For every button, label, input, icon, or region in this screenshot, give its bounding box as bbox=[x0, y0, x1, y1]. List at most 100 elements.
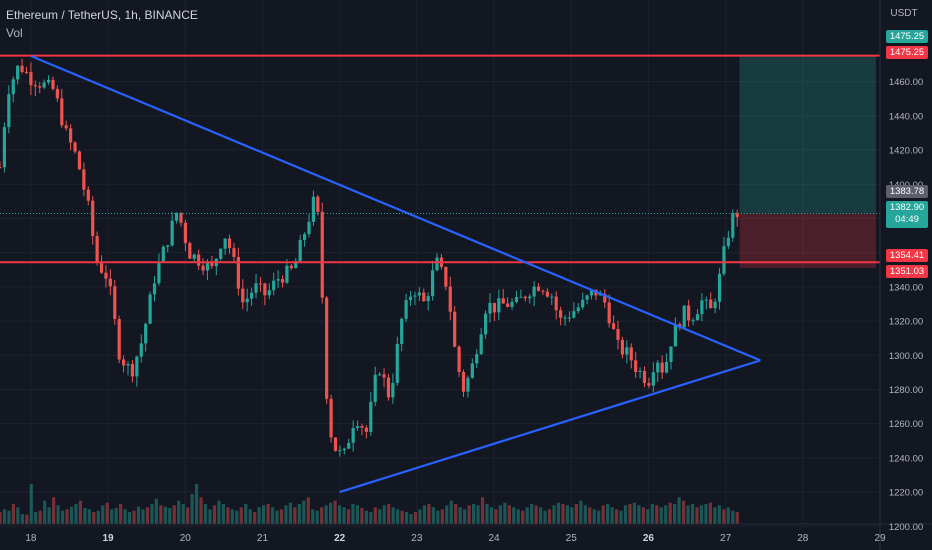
volume-bar bbox=[431, 507, 435, 524]
candle-body bbox=[192, 254, 196, 259]
candle-body bbox=[46, 79, 51, 83]
candle-body bbox=[201, 265, 205, 271]
candle-body bbox=[166, 245, 170, 247]
volume-bar bbox=[29, 484, 33, 524]
candle-body bbox=[479, 334, 483, 355]
candle-body bbox=[585, 295, 589, 300]
volume-bar bbox=[556, 502, 561, 524]
volume-bar bbox=[382, 505, 386, 524]
volume-bar bbox=[574, 504, 578, 524]
candle-body bbox=[616, 329, 620, 340]
volume-bar bbox=[346, 509, 351, 524]
drawn-lines[interactable] bbox=[0, 54, 880, 494]
volume-bar bbox=[454, 504, 458, 524]
candle-body bbox=[329, 398, 333, 438]
volume-bar bbox=[199, 497, 203, 524]
candle-body bbox=[276, 279, 280, 281]
candle-body bbox=[117, 319, 121, 360]
previous-close-badge: 1383.78 bbox=[886, 185, 928, 198]
candle-body bbox=[245, 298, 249, 303]
volume-bar bbox=[539, 507, 543, 524]
candle-body bbox=[532, 286, 536, 297]
candle-body bbox=[638, 370, 642, 372]
candle-body bbox=[51, 79, 55, 89]
profit-target-zone bbox=[739, 55, 876, 214]
resistance-price-badge: 1475.25 bbox=[886, 46, 928, 59]
x-tick-label: 23 bbox=[411, 533, 423, 544]
volume-bar bbox=[485, 504, 489, 524]
candle-body bbox=[104, 272, 108, 279]
volume-bar bbox=[623, 505, 628, 524]
candle-body bbox=[422, 292, 426, 302]
axis-currency-label: USDT bbox=[890, 8, 917, 19]
candle-body bbox=[382, 374, 386, 378]
volume-bar bbox=[409, 514, 413, 524]
volume-bar bbox=[708, 502, 712, 524]
volume-bar bbox=[668, 502, 672, 524]
volume-bar bbox=[239, 507, 243, 524]
volume-bar bbox=[324, 505, 328, 524]
candle-body bbox=[709, 299, 713, 309]
volume-bar bbox=[699, 505, 704, 524]
candle-body bbox=[333, 437, 338, 451]
candle-body bbox=[188, 243, 192, 259]
volume-bar bbox=[159, 505, 163, 524]
volume-bar bbox=[467, 505, 471, 524]
volume-bar bbox=[306, 497, 310, 524]
x-tick-label: 29 bbox=[874, 533, 886, 544]
volume-bar bbox=[78, 500, 83, 524]
y-tick-label: 1440.00 bbox=[889, 111, 923, 122]
candle-body bbox=[559, 310, 563, 318]
volume-bar bbox=[681, 500, 686, 524]
volume-bar bbox=[646, 509, 650, 524]
candle-body bbox=[523, 296, 527, 299]
candle-body bbox=[656, 362, 660, 373]
candle-body bbox=[647, 383, 651, 386]
candle-body bbox=[492, 302, 497, 313]
candle-body bbox=[417, 292, 421, 296]
volume-bar bbox=[279, 509, 284, 524]
candle-body bbox=[11, 79, 15, 95]
candle-body bbox=[347, 442, 351, 449]
volume-bar bbox=[315, 510, 319, 524]
volume-bar bbox=[673, 504, 677, 524]
volume-bar bbox=[212, 505, 217, 524]
volume-bar bbox=[400, 510, 404, 524]
candle-body bbox=[250, 292, 254, 299]
volume-bar bbox=[387, 504, 391, 524]
volume-bar bbox=[601, 505, 605, 524]
volume-indicator-label[interactable]: Vol bbox=[6, 26, 23, 40]
volume-bar bbox=[25, 514, 29, 524]
volume-bar bbox=[735, 512, 739, 524]
x-tick-label: 20 bbox=[180, 533, 192, 544]
candle-body bbox=[24, 71, 29, 73]
volume-bar bbox=[632, 502, 637, 524]
volume-bar bbox=[378, 509, 382, 524]
triangle-trendline bbox=[339, 359, 761, 494]
candle-body bbox=[360, 426, 364, 428]
candle-body bbox=[545, 291, 549, 297]
volume-bar bbox=[203, 504, 208, 524]
candle-body bbox=[355, 426, 360, 429]
symbol-title[interactable]: Ethereum / TetherUS, 1h, BINANCE bbox=[6, 8, 198, 22]
candle-body bbox=[113, 286, 117, 320]
volume-bar bbox=[168, 508, 172, 524]
candle-body bbox=[254, 283, 258, 293]
candle-body bbox=[148, 294, 152, 324]
y-tick-label: 1220.00 bbox=[889, 488, 923, 499]
candle-body bbox=[726, 237, 730, 247]
volume-bar bbox=[498, 505, 502, 524]
candle-body bbox=[130, 363, 135, 377]
volume-bar bbox=[333, 500, 337, 524]
y-tick-label: 1280.00 bbox=[889, 385, 923, 396]
candle-body bbox=[69, 128, 73, 143]
long-position-zones[interactable] bbox=[739, 55, 876, 268]
candle-body bbox=[400, 318, 404, 344]
stop-price-badge: 1351.03 bbox=[886, 265, 928, 278]
volume-bar bbox=[404, 512, 409, 524]
volume-bar bbox=[606, 504, 610, 524]
volume-bar bbox=[52, 497, 56, 524]
candle-body bbox=[33, 85, 37, 87]
candle-body bbox=[16, 65, 20, 80]
